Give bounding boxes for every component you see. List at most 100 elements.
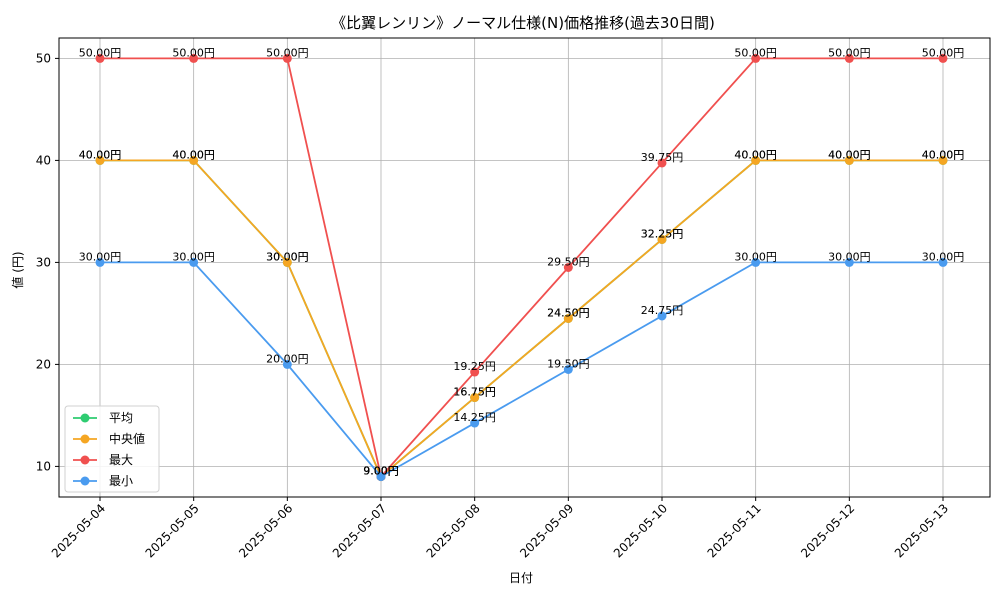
data-label: 50.00円: [79, 46, 122, 59]
data-point: [189, 257, 199, 267]
legend-label: 最大: [109, 453, 133, 467]
x-tick-label: 2025-05-12: [798, 501, 857, 560]
x-tick-label: 2025-05-04: [49, 501, 108, 560]
y-tick-label: 40: [36, 153, 51, 167]
data-label: 14.25円: [453, 411, 496, 424]
series-line: [100, 57, 943, 479]
data-label: 40.00円: [79, 148, 122, 161]
series-line: [100, 261, 943, 478]
data-point: [470, 418, 480, 428]
data-label: 19.50円: [547, 358, 590, 371]
legend-box: [64, 405, 160, 493]
data-label: 24.50円: [547, 307, 590, 320]
data-label: 29.50円: [547, 256, 590, 269]
series-line: [100, 159, 943, 479]
data-point: [657, 311, 667, 321]
data-label: 20.00円: [266, 352, 309, 365]
axes: 10 20 30 40 50 2025-05-04 2025-05-05 2025-05-06…: [36, 37, 991, 560]
legend-swatch-marker: [80, 413, 90, 423]
x-tick-label: 2025-05-07: [330, 501, 389, 560]
data-label: 30.00円: [79, 250, 122, 263]
data-point: [376, 472, 386, 482]
data-label: 19.25円: [453, 360, 496, 373]
data-point: [470, 393, 480, 403]
data-point: [95, 53, 105, 63]
data-label: 9.00円: [363, 465, 399, 478]
chart-title: 《比翼レンリン》ノーマル仕様(N)価格推移(過去30日間): [331, 14, 715, 32]
data-label: 24.50円: [547, 307, 590, 320]
data-label: 30.00円: [922, 250, 965, 263]
data-point: [751, 53, 761, 63]
y-axis-label: 値 (円): [10, 251, 25, 288]
legend-label: 中央値: [109, 431, 145, 446]
legend-swatch-marker: [80, 434, 90, 444]
data-point: [844, 257, 854, 267]
data-point: [282, 257, 292, 267]
data-label: 40.00円: [172, 148, 215, 161]
data-point: [95, 257, 105, 267]
data-label: 9.00円: [363, 465, 399, 478]
x-tick-label: 2025-05-06: [236, 501, 295, 560]
series-3: [95, 257, 948, 482]
data-label: 40.00円: [734, 148, 777, 161]
x-tick-label: 2025-05-08: [424, 501, 483, 560]
legend-label: 平均: [109, 411, 133, 425]
data-point: [563, 263, 573, 272]
x-tick-label: 2025-05-09: [517, 501, 576, 560]
legend-swatch-marker: [80, 476, 90, 486]
data-label: 40.00円: [828, 148, 871, 161]
data-label: 9.00円: [363, 465, 399, 478]
data-point: [844, 53, 854, 63]
x-tick-label: 2025-05-11: [705, 501, 764, 560]
data-point: [938, 53, 948, 63]
data-label: 30.00円: [734, 250, 777, 263]
data-label: 40.00円: [828, 148, 871, 161]
data-label: 16.75円: [453, 386, 496, 399]
data-label: 50.00円: [922, 46, 965, 59]
data-point: [282, 53, 292, 63]
data-label: 30.00円: [172, 250, 215, 263]
y-tick-label: 20: [36, 357, 51, 371]
legend-swatch-marker: [80, 455, 90, 465]
data-point: [657, 158, 667, 168]
data-label: 50.00円: [828, 46, 871, 59]
data-point: [563, 314, 573, 323]
data-label: 50.00円: [172, 46, 215, 59]
legend-label: 最小: [109, 474, 133, 488]
data-point: [189, 155, 199, 165]
data-point: [282, 359, 292, 369]
data-label: 50.00円: [266, 46, 309, 59]
data-label: 40.00円: [922, 148, 965, 161]
x-tick-label: 2025-05-05: [143, 501, 202, 560]
data-label: 30.00円: [266, 250, 309, 263]
series-group: [95, 53, 948, 482]
data-point: [751, 155, 761, 165]
data-point: [938, 257, 948, 267]
y-tick-label: 30: [36, 255, 51, 269]
data-label: 32.25円: [641, 227, 684, 240]
data-label: 30.00円: [828, 250, 871, 263]
data-label: 50.00円: [734, 46, 777, 59]
y-tick-label: 10: [36, 459, 51, 473]
data-point: [95, 155, 105, 165]
data-label: 30.00円: [266, 250, 309, 263]
x-axis-label: 日付: [509, 571, 533, 585]
data-point: [470, 367, 480, 377]
data-point: [563, 365, 573, 374]
data-label: 24.75円: [641, 304, 684, 317]
x-tick-label: 2025-05-10: [611, 501, 670, 560]
y-tick-label: 50: [36, 51, 51, 65]
data-label: 16.75円: [453, 386, 496, 399]
x-tick-label: 2025-05-13: [892, 501, 951, 560]
data-label: 40.00円: [79, 148, 122, 161]
data-labels: 40.00円 40.00円 30.00円 9.00円 16.75円 24.50円 32.25…: [79, 46, 965, 477]
data-label: 40.00円: [734, 148, 777, 161]
data-label: 9.00円: [363, 465, 399, 478]
data-label: 39.75円: [641, 151, 684, 164]
series-2: [95, 53, 948, 482]
data-label: 32.25円: [641, 227, 684, 240]
data-point: [657, 234, 667, 244]
